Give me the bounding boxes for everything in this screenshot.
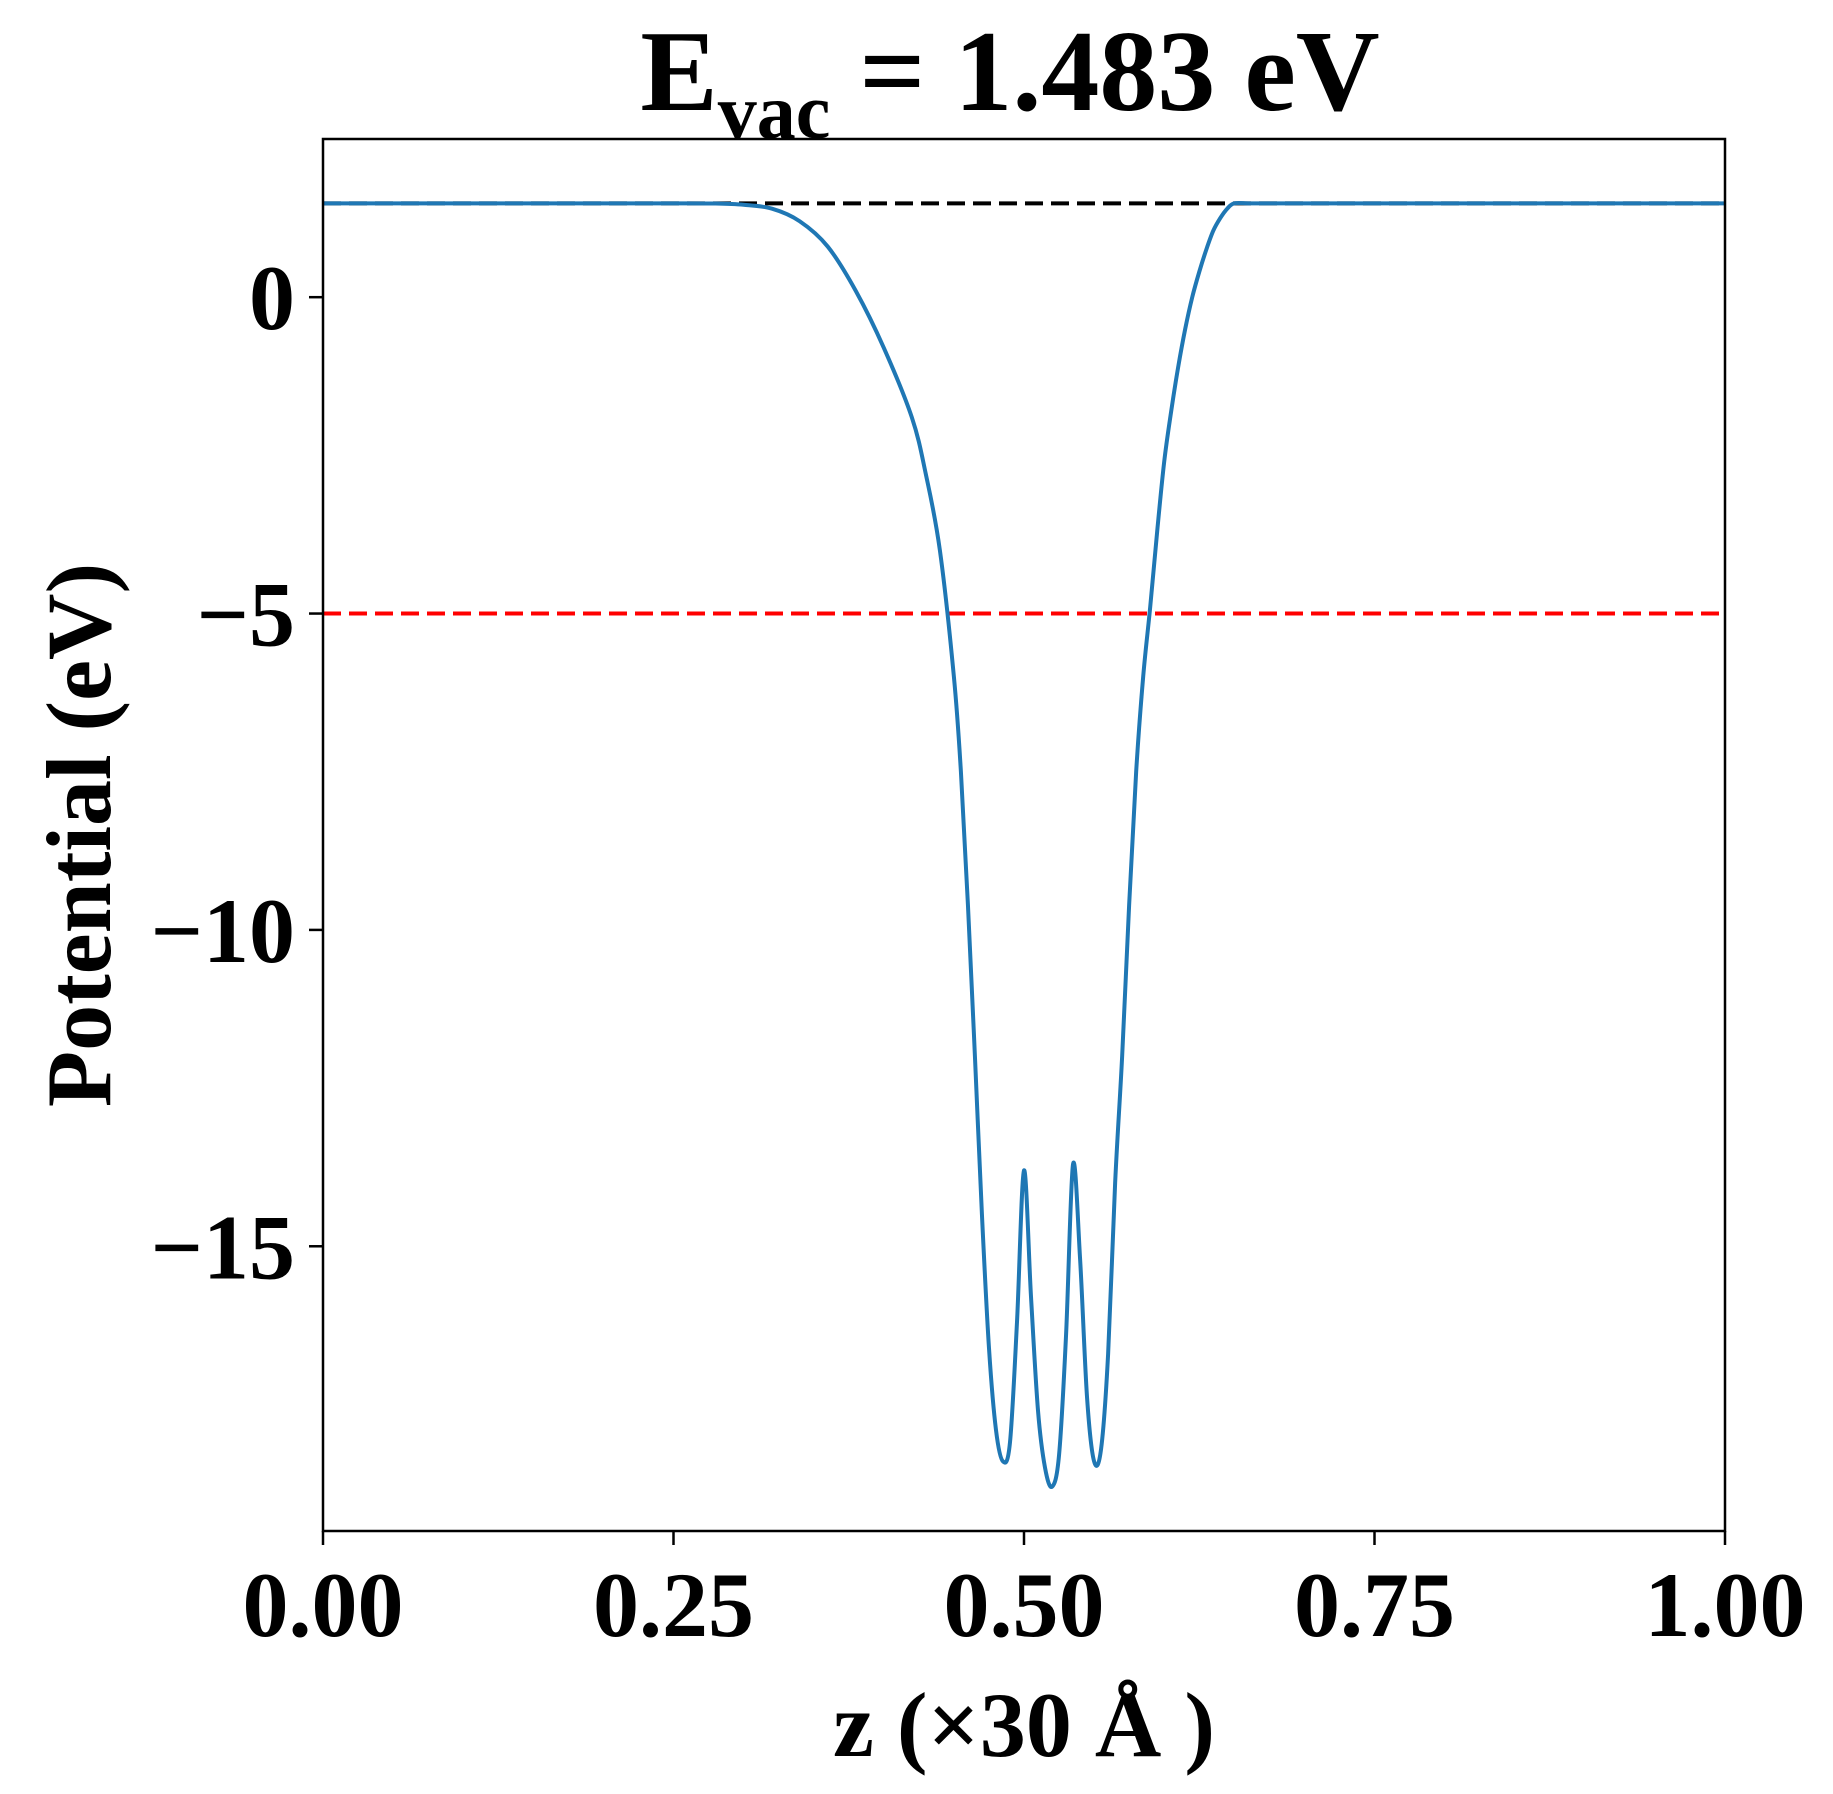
x-tick-label: 0.50 <box>944 1554 1105 1656</box>
x-tick-label: 0.00 <box>243 1554 404 1656</box>
chart-title-main: E <box>640 8 717 136</box>
y-axis-label: Potential (eV) <box>28 563 130 1107</box>
plot-area <box>323 200 1725 1490</box>
axes-frame <box>321 137 1727 1533</box>
y-axis-ticks: 0 −5 −10 −15 <box>151 247 323 1298</box>
y-tick-label: −15 <box>151 1196 295 1298</box>
chart-title: Evac = 1.483 eV <box>640 8 1379 155</box>
x-tick-label: 0.75 <box>1294 1554 1455 1656</box>
x-tick-label: 1.00 <box>1645 1554 1806 1656</box>
potential-series-line <box>323 200 1725 1490</box>
y-tick-label: −10 <box>151 880 295 982</box>
y-tick-label: −5 <box>197 564 295 666</box>
chart-title-rest: = 1.483 eV <box>830 8 1379 136</box>
x-axis-ticks: 0.00 0.25 0.50 0.75 1.00 <box>243 1531 1806 1656</box>
chart-title-subscript: vac <box>718 68 831 155</box>
x-tick-label: 0.25 <box>593 1554 754 1656</box>
x-axis-label: z (×30 Å ) <box>833 1674 1215 1776</box>
y-tick-label: 0 <box>249 247 295 349</box>
